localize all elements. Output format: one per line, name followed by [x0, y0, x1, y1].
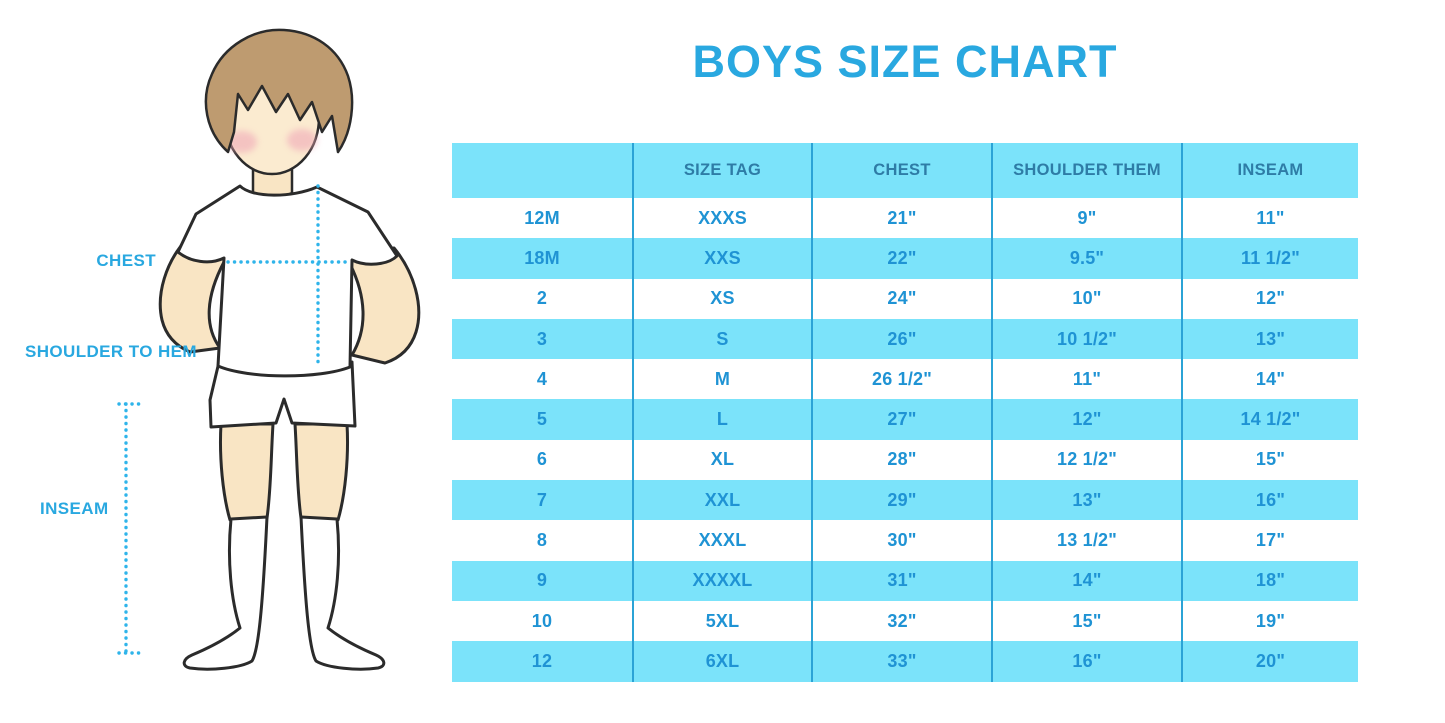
boy-right-arm	[348, 246, 421, 365]
table-row: 18M XXS 22" 9.5" 11 1/2"	[452, 238, 1358, 279]
table-cell: 6XL	[632, 641, 812, 682]
table-cell: 29"	[811, 480, 992, 521]
boy-left-leg	[218, 422, 275, 522]
table-cell: 11"	[991, 359, 1182, 400]
table-cell: 2	[452, 278, 633, 319]
table-row: 9 XXXXL 31" 14" 18"	[452, 560, 1358, 601]
table-cell: 15"	[1181, 439, 1358, 481]
boy-hair	[204, 28, 354, 154]
table-cell: 24"	[811, 278, 992, 319]
table-cell: 3	[452, 318, 633, 360]
table-cell: 12"	[991, 399, 1182, 440]
table-cell: 27"	[811, 399, 992, 440]
table-cell: 5	[452, 399, 633, 440]
table-cell: 4	[452, 359, 633, 400]
table-row: 2 XS 24" 10" 12"	[452, 278, 1358, 319]
table-cell: 13"	[1181, 318, 1358, 360]
boy-left-cheek	[227, 131, 257, 153]
table-cell: 9.5"	[991, 238, 1182, 279]
table-cell: XL	[632, 439, 812, 481]
table-cell: S	[632, 318, 812, 360]
table-cell: 9"	[991, 198, 1182, 239]
table-cell: 11"	[1181, 198, 1358, 239]
size-table: SIZE TAG CHEST SHOULDER THEM INSEAM 12M X…	[452, 143, 1358, 682]
boy-right-cheek	[287, 129, 317, 151]
boy-right-sock	[299, 515, 386, 671]
table-cell: XXXXL	[632, 560, 812, 601]
table-cell: 19"	[1181, 600, 1358, 642]
table-cell: 6	[452, 439, 633, 481]
table-cell: 31"	[811, 560, 992, 601]
table-cell: L	[632, 399, 812, 440]
page-title: BOYS SIZE CHART	[692, 36, 1118, 87]
table-cell: 10	[452, 600, 633, 642]
column-header-shoulder-hem: SHOULDER THEM	[991, 143, 1182, 198]
table-row: 12 6XL 33" 16" 20"	[452, 641, 1358, 682]
table-cell: 33"	[811, 641, 992, 682]
table-cell: 12"	[1181, 278, 1358, 319]
table-cell: 10"	[991, 278, 1182, 319]
table-cell: XXXS	[632, 198, 812, 239]
boy-left-sock	[182, 515, 269, 671]
table-cell: XXS	[632, 238, 812, 279]
table-row: 8 XXXL 30" 13 1/2" 17"	[452, 520, 1358, 561]
boy-right-leg	[293, 422, 350, 522]
boy-shorts	[208, 360, 357, 429]
table-cell: 28"	[811, 439, 992, 481]
table-cell: 12	[452, 641, 633, 682]
table-cell: 16"	[1181, 480, 1358, 521]
shoulder-to-hem-label: SHOULDER TO HEM	[25, 342, 197, 361]
table-row: 3 S 26" 10 1/2" 13"	[452, 318, 1358, 360]
table-cell: 5XL	[632, 600, 812, 642]
boy-tshirt	[176, 184, 399, 378]
column-header-size-tag: SIZE TAG	[632, 143, 812, 198]
table-cell: 18M	[452, 238, 633, 279]
inseam-label: INSEAM	[40, 499, 109, 518]
column-header-inseam: INSEAM	[1181, 143, 1358, 198]
table-cell: 10 1/2"	[991, 318, 1182, 360]
table-cell: 14"	[991, 560, 1182, 601]
table-cell: 20"	[1181, 641, 1358, 682]
table-cell: 9	[452, 560, 633, 601]
boy-measurement-figure: CHEST SHOULDER TO HEM INSEAM	[0, 0, 450, 723]
table-cell: XS	[632, 278, 812, 319]
table-cell: 30"	[811, 520, 992, 561]
size-table-body: 12M XXXS 21" 9" 11" 18M XXS 22" 9.5" 11 1/2" 2 XS 24…	[452, 198, 1358, 682]
boy-illustration	[117, 28, 421, 671]
table-cell: 26"	[811, 318, 992, 360]
table-cell: 12M	[452, 198, 633, 239]
column-header-chest: CHEST	[811, 143, 992, 198]
table-cell: 32"	[811, 600, 992, 642]
table-cell: 21"	[811, 198, 992, 239]
table-cell: 12 1/2"	[991, 439, 1182, 481]
table-cell: 7	[452, 480, 633, 521]
table-cell: 11 1/2"	[1181, 238, 1358, 279]
table-cell: 17"	[1181, 520, 1358, 561]
table-cell: 13"	[991, 480, 1182, 521]
table-cell: 16"	[991, 641, 1182, 682]
table-row: 5 L 27" 12" 14 1/2"	[452, 399, 1358, 440]
table-row: 12M XXXS 21" 9" 11"	[452, 198, 1358, 239]
column-header-size	[452, 143, 633, 198]
boy-left-arm	[158, 238, 226, 354]
table-cell: XXXL	[632, 520, 812, 561]
table-cell: 18"	[1181, 560, 1358, 601]
table-cell: 26 1/2"	[811, 359, 992, 400]
table-row: 7 XXL 29" 13" 16"	[452, 480, 1358, 521]
table-cell: 22"	[811, 238, 992, 279]
table-cell: 13 1/2"	[991, 520, 1182, 561]
table-cell: XXL	[632, 480, 812, 521]
table-row: 4 M 26 1/2" 11" 14"	[452, 359, 1358, 400]
table-row: 6 XL 28" 12 1/2" 15"	[452, 439, 1358, 481]
table-cell: 8	[452, 520, 633, 561]
table-cell: 14 1/2"	[1181, 399, 1358, 440]
table-row: 10 5XL 32" 15" 19"	[452, 600, 1358, 642]
chest-label: CHEST	[96, 251, 156, 270]
table-cell: 14"	[1181, 359, 1358, 400]
table-cell: 15"	[991, 600, 1182, 642]
table-header-row: SIZE TAG CHEST SHOULDER THEM INSEAM	[452, 143, 1358, 198]
table-cell: M	[632, 359, 812, 400]
size-table-header: SIZE TAG CHEST SHOULDER THEM INSEAM	[452, 143, 1358, 198]
